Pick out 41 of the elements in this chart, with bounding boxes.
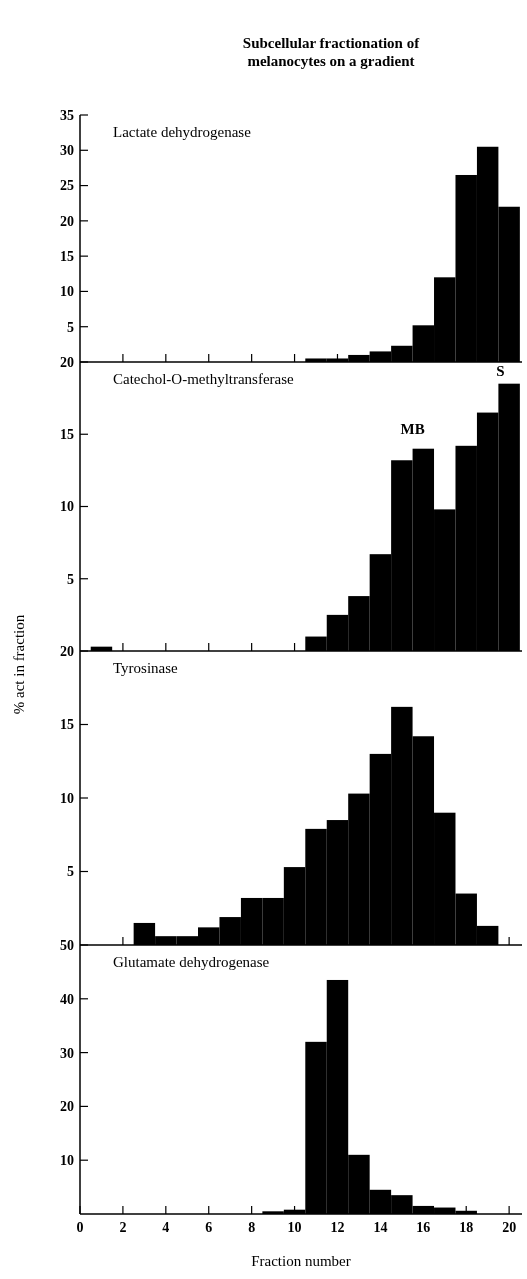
y-tick-label: 30 <box>60 1045 74 1061</box>
y-axis-title: % act in fraction <box>11 614 27 715</box>
text: Lactate dehydrogenase <box>113 124 252 140</box>
text: Catechol-O-methyltransferase <box>113 371 295 387</box>
y-tick-label: 50 <box>60 937 74 953</box>
x-tick-label: 4 <box>162 1220 170 1235</box>
x-tick-label: 10 <box>287 1220 302 1235</box>
y-tick-label: 15 <box>60 717 74 733</box>
y-tick-label: 20 <box>60 354 74 370</box>
x-tick-label: 18 <box>459 1220 474 1235</box>
x-tick-label: 6 <box>205 1220 213 1235</box>
text: Glutamate dehydrogenase <box>113 954 270 970</box>
x-tick-label: 20 <box>502 1220 517 1235</box>
y-tick-label: 20 <box>60 1099 74 1115</box>
annotation: MB <box>400 421 425 438</box>
y-tick-label: 10 <box>60 1153 74 1169</box>
y-tick-label: 20 <box>60 213 74 229</box>
annotation: S <box>496 363 505 380</box>
x-tick-label: 0 <box>76 1220 84 1235</box>
y-tick-label: 10 <box>60 499 74 515</box>
x-tick-label: 2 <box>119 1220 127 1235</box>
y-tick-label: 10 <box>60 790 74 806</box>
y-tick-label: 25 <box>60 178 74 194</box>
x-tick-label: 16 <box>416 1220 431 1235</box>
x-tick-label: 12 <box>330 1220 345 1235</box>
y-tick-label: 40 <box>60 991 74 1007</box>
text: Tyrosinase <box>113 660 179 676</box>
x-axis-title: Fraction number <box>251 1253 351 1269</box>
y-tick-label: 15 <box>60 249 74 265</box>
y-tick-label: 15 <box>60 427 74 443</box>
y-tick-label: 5 <box>67 864 74 880</box>
x-tick-label: 14 <box>373 1220 388 1235</box>
text: melanocytes on a gradient <box>247 53 415 69</box>
y-tick-label: 20 <box>60 643 74 659</box>
y-tick-label: 5 <box>67 319 74 335</box>
y-tick-label: 5 <box>67 571 74 587</box>
x-tick-label: 8 <box>248 1220 256 1235</box>
y-tick-label: 30 <box>60 143 74 159</box>
text: Subcellular fractionation of <box>242 35 421 51</box>
y-tick-label: 35 <box>60 107 74 123</box>
y-tick-label: 10 <box>60 284 74 300</box>
